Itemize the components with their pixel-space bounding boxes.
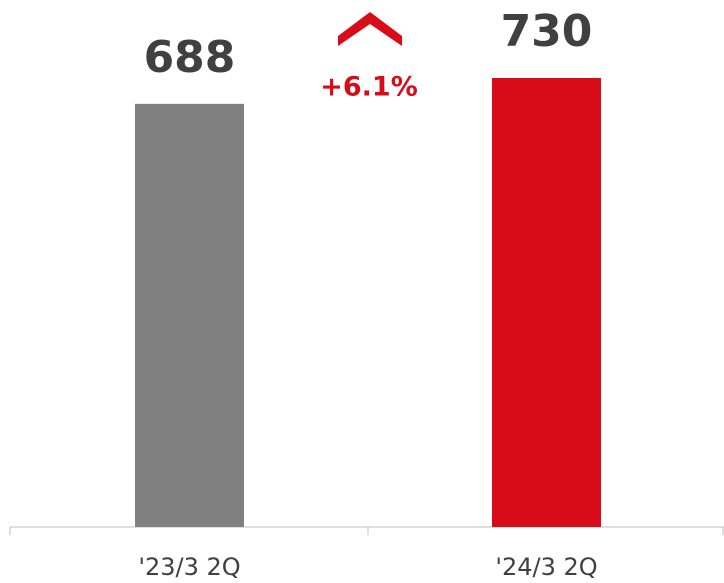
change-annotation: +6.1%	[320, 72, 418, 103]
bar	[135, 103, 244, 527]
increase-chevron	[338, 12, 402, 46]
x-tick-label: '24/3 2Q	[495, 553, 597, 581]
bar	[492, 78, 601, 527]
value-label: 688	[144, 32, 236, 83]
value-label: 730	[501, 6, 593, 57]
x-tick-label: '23/3 2Q	[138, 553, 240, 581]
